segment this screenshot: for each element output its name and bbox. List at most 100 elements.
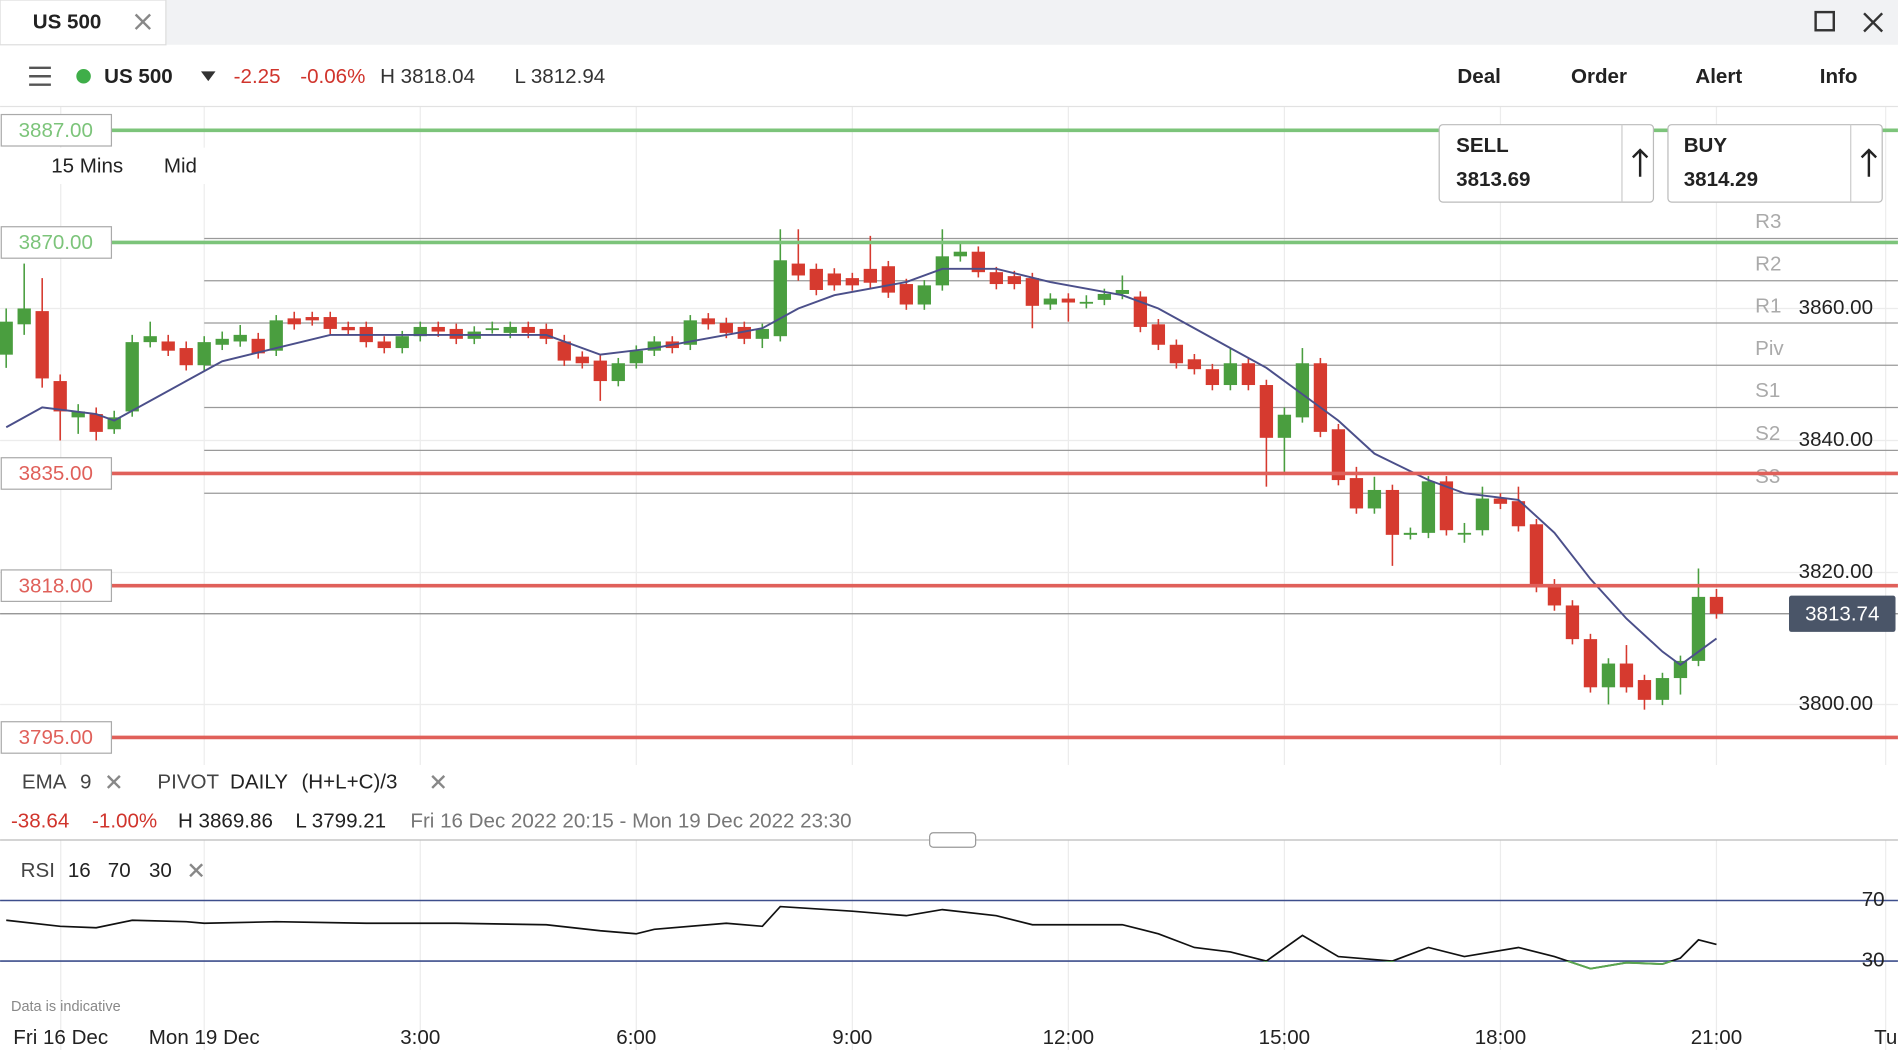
candle-body <box>683 320 697 345</box>
candle-body <box>1619 663 1634 688</box>
candle-body <box>35 311 49 379</box>
candle-body <box>503 326 517 333</box>
pane-resize-handle[interactable] <box>929 832 977 848</box>
candle-body <box>1475 498 1490 531</box>
candle-body <box>1565 605 1580 640</box>
instrument-dropdown[interactable] <box>200 71 216 82</box>
pivot-remove[interactable] <box>431 774 446 789</box>
candle-body <box>755 328 769 339</box>
level-label-box <box>0 457 113 490</box>
candle-body <box>1079 301 1094 304</box>
candle-body <box>269 320 283 351</box>
candle-body <box>485 328 499 331</box>
ema-remove[interactable] <box>106 774 121 789</box>
candle-body <box>1295 363 1310 418</box>
level-label-box <box>0 113 113 147</box>
candle-body <box>53 381 67 412</box>
candle-body <box>125 342 139 412</box>
candle-body <box>1259 385 1274 438</box>
pivot-formula: (H+L+C)/3 <box>301 771 397 794</box>
buy-button[interactable]: BUY 3814.29 <box>1667 124 1883 203</box>
day-low: L 3812.94 <box>514 65 605 88</box>
interval[interactable]: 15 Mins <box>51 154 123 177</box>
candle-body <box>215 338 229 345</box>
candle-body <box>791 263 805 276</box>
candle-body <box>1115 289 1130 294</box>
rsi-lower: 30 <box>149 859 172 882</box>
candle-body <box>1223 363 1238 386</box>
candle-body <box>845 278 859 286</box>
candle-body <box>1403 532 1418 535</box>
candle-body <box>413 326 427 337</box>
candle-body <box>1169 344 1184 364</box>
range-high: H 3869.86 <box>178 809 273 832</box>
candle-body <box>1637 680 1652 700</box>
range-change: -38.64 <box>11 809 69 832</box>
candle-body <box>0 321 13 355</box>
window-close[interactable] <box>1863 12 1884 33</box>
x-tick-label: 21:00 <box>1691 1026 1742 1049</box>
instrument[interactable]: US 500 <box>104 65 173 88</box>
candle-body <box>1601 663 1616 688</box>
candle-body <box>233 334 247 342</box>
candle-body <box>1277 414 1292 438</box>
candle-body <box>773 260 787 337</box>
deal-button[interactable]: Deal <box>1457 65 1500 88</box>
candle-body <box>1457 532 1472 535</box>
candle-body <box>1313 363 1328 432</box>
sell-button[interactable]: SELL 3813.69 <box>1438 124 1655 203</box>
tab-close[interactable] <box>134 13 152 30</box>
candle-body <box>881 266 895 293</box>
candle-body <box>1007 276 1022 285</box>
level-label-box <box>0 226 113 259</box>
chart-panes: R3 R2 R1 Piv S1 S2 S3 3887.00 3870.00 3835.00 3818… <box>0 106 1898 1050</box>
candle-body <box>971 251 986 273</box>
candle-body <box>935 256 949 286</box>
pivot-period: DAILY <box>230 771 288 794</box>
candle-body <box>197 342 211 366</box>
candle-body <box>719 322 733 333</box>
price-type[interactable]: Mid <box>164 154 197 177</box>
level-label-box <box>0 569 113 603</box>
tab[interactable] <box>0 0 167 46</box>
candle-body <box>1331 429 1346 481</box>
candle-body <box>953 251 967 257</box>
ema-line <box>5 267 1718 667</box>
candle-body <box>1151 324 1166 345</box>
rsi-name: RSI <box>21 859 55 882</box>
y-tick-label: 3840.00 <box>1799 428 1873 451</box>
candle-body <box>647 341 661 351</box>
range-period: Fri 16 Dec 2022 20:15 - Mon 19 Dec 2022 … <box>410 809 851 832</box>
info-button[interactable]: Info <box>1820 65 1858 88</box>
candle-body <box>1097 293 1112 300</box>
candle-body <box>305 317 319 321</box>
last-price-label: 3813.74 <box>1805 602 1879 625</box>
x-tick-label: Tu <box>1874 1026 1897 1049</box>
candle-body <box>1187 359 1202 370</box>
candle-body <box>179 348 193 366</box>
level-label: 3795.00 <box>19 726 93 749</box>
rsi-upper: 70 <box>108 859 131 882</box>
candle-body <box>251 338 265 354</box>
rsi-remove[interactable] <box>189 863 204 878</box>
candle-body <box>1709 596 1724 614</box>
order-button[interactable]: Order <box>1571 65 1627 88</box>
last-price-box <box>1789 595 1896 632</box>
candle-body <box>1439 481 1454 531</box>
disclaimer: Data is indicative <box>11 999 121 1015</box>
candle-body <box>539 328 553 339</box>
legend-area <box>0 764 1898 840</box>
level-label: 3887.00 <box>19 119 93 142</box>
alert-button[interactable]: Alert <box>1695 65 1742 88</box>
maximize-button[interactable] <box>1814 10 1835 32</box>
candle-body <box>341 326 355 331</box>
candle-body <box>1367 489 1382 509</box>
menu-button[interactable] <box>29 66 51 86</box>
candle-body <box>71 411 85 418</box>
candle-body <box>1061 298 1076 303</box>
ema-period: 9 <box>80 771 91 794</box>
y-tick-label: 3820.00 <box>1799 560 1873 583</box>
candle-body <box>1043 298 1058 305</box>
